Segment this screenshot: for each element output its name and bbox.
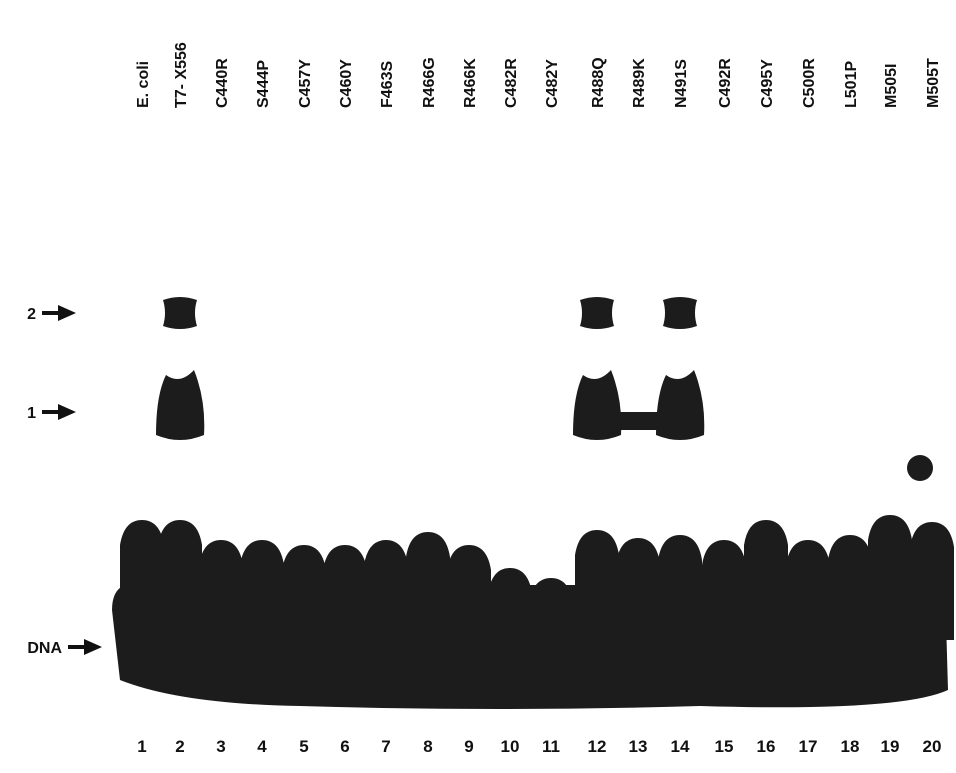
- lane-number: 18: [841, 737, 860, 756]
- band-2: [163, 297, 197, 329]
- lane-label: C482Y: [544, 59, 561, 108]
- lane-label: N491S: [673, 59, 690, 108]
- lane-label: C500R: [801, 58, 818, 108]
- lane-smear: [575, 530, 619, 640]
- gel-smear: [112, 297, 954, 709]
- marker-arrow: [42, 305, 76, 321]
- lane-label: T7- X556: [173, 42, 190, 108]
- lane-smear: [406, 532, 450, 640]
- lane-label: L501P: [843, 61, 860, 108]
- lane-smear: [529, 578, 573, 640]
- lane-label: C440R: [214, 58, 231, 108]
- lane-number: 13: [629, 737, 648, 756]
- lane-smear: [658, 535, 702, 640]
- lane-label: E. coli: [135, 61, 152, 108]
- lane-number: 16: [757, 737, 776, 756]
- lane-smear: [702, 540, 746, 640]
- lane-number: 11: [542, 737, 560, 756]
- lane-label: M505I: [883, 64, 900, 108]
- lane-number: 6: [340, 737, 349, 756]
- lane-number: 17: [799, 737, 818, 756]
- labels: E. coli T7- X556 C440R S444P C457Y C460Y F463S…: [27, 42, 942, 756]
- lane-label: M505T: [925, 58, 942, 108]
- lane-number: 1: [137, 737, 146, 756]
- lane-smear: [282, 545, 326, 640]
- lane-label: C457Y: [297, 59, 314, 108]
- lane-label: F463S: [379, 61, 396, 108]
- lane-number: 8: [423, 737, 432, 756]
- lane-smear: [744, 520, 788, 640]
- lane-number: 10: [501, 737, 520, 756]
- lane-smear: [786, 540, 830, 640]
- lane-smear: [364, 540, 408, 640]
- marker-label: 2: [27, 306, 36, 323]
- lane-number: 12: [588, 737, 607, 756]
- lane-smear: [488, 568, 532, 640]
- lane-label: C495Y: [759, 59, 776, 108]
- lane-label: C460Y: [338, 59, 355, 108]
- band-2: [580, 297, 614, 329]
- lane-smear: [199, 540, 243, 640]
- lane-number: 9: [464, 737, 473, 756]
- band-13: [597, 412, 680, 430]
- marker-label: DNA: [27, 640, 62, 657]
- lane-number: 3: [216, 737, 225, 756]
- marker-arrow: [68, 639, 102, 655]
- lane-number: 5: [299, 737, 308, 756]
- lane-number: 19: [881, 737, 900, 756]
- spot: [907, 455, 933, 481]
- lane-number: 2: [175, 737, 184, 756]
- band-2: [663, 297, 697, 329]
- lane-smear: [240, 540, 284, 640]
- lane-label: S444P: [255, 60, 272, 108]
- lane-number: 15: [715, 737, 734, 756]
- lane-label: R466K: [462, 58, 479, 108]
- lane-label: C482R: [503, 58, 520, 108]
- lane-smear: [447, 545, 491, 640]
- lane-number: 4: [257, 737, 267, 756]
- lane-smear: [868, 515, 912, 640]
- lane-smear: [120, 520, 164, 640]
- marker-arrow: [42, 404, 76, 420]
- lane-smear: [323, 545, 367, 640]
- lane-number: 7: [381, 737, 390, 756]
- marker-label: 1: [27, 405, 36, 422]
- lane-label: R488Q: [590, 57, 607, 108]
- lane-label: R489K: [631, 58, 648, 108]
- band-1: [156, 370, 205, 440]
- lane-label: C492R: [717, 58, 734, 108]
- lane-smear: [616, 538, 660, 640]
- lane-smear: [910, 522, 954, 640]
- lane-number: 20: [923, 737, 942, 756]
- lane-label: R466G: [421, 57, 438, 108]
- lane-smear: [828, 535, 872, 640]
- lane-smear: [158, 520, 202, 640]
- lane-number: 14: [671, 737, 690, 756]
